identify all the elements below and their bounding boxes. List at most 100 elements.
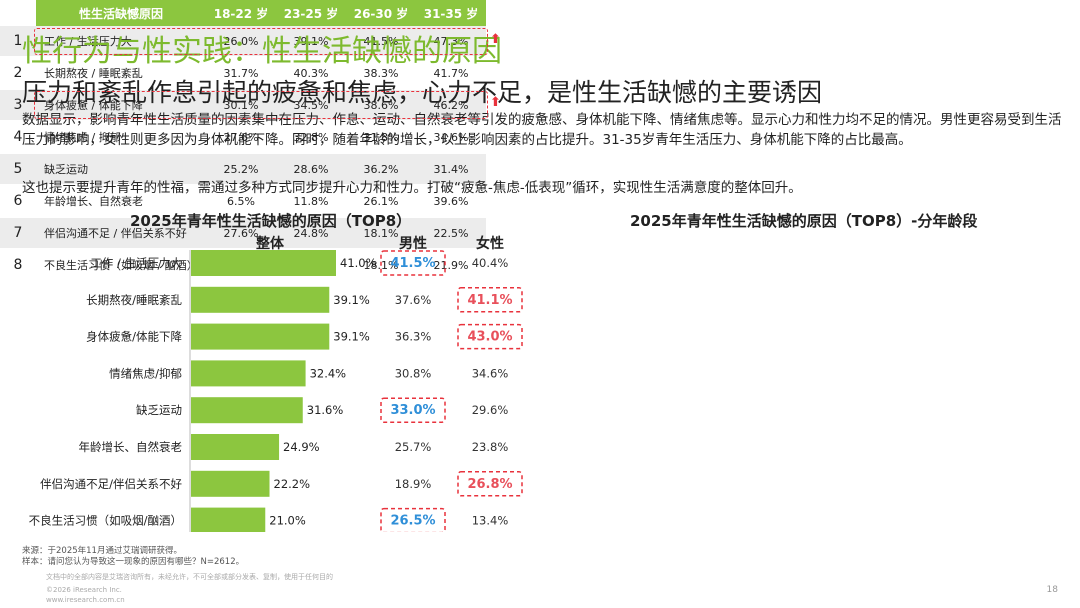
row-highlight-box [34, 28, 488, 55]
value-cell: 47.3% [416, 26, 486, 58]
male-value-label: 25.7% [395, 440, 432, 454]
male-value-label: 37.6% [395, 293, 432, 307]
overall-value-label: 24.9% [283, 440, 320, 454]
rank-cell: 5 [0, 153, 36, 186]
overall-bar [191, 360, 306, 387]
header-age-31-35: 31-35 岁 [416, 0, 486, 26]
table-row: 4 情绪焦虑 / 抑郁 27.6% 32.8% 31.8% 34.6% [0, 121, 486, 154]
value-cell: 36.2% [346, 153, 416, 186]
reason-cell: 伴侣沟通不足 / 伴侣关系不好 [36, 217, 206, 250]
female-highlight-box [457, 287, 523, 313]
value-cell: 46.2% [416, 89, 486, 122]
page-title: 性行为与性实践：性生活缺憾的原因 [22, 34, 502, 69]
value-cell: 34.5% [276, 89, 346, 122]
rank-cell: 2 [0, 57, 36, 90]
category-label: 伴侣沟通不足/伴侣关系不好 [40, 477, 182, 491]
table-row: 3 身体疲惫 / 体能下降 30.1% 34.5% 38.6% 46.2% [0, 89, 486, 122]
value-cell: 39.6% [416, 185, 486, 218]
rank-cell: 8 [0, 249, 36, 282]
copyright-note: 文档中的全部内容是艾瑞咨询所有，未经允许，不可全部或部分发表、复制，使用于任何目… [46, 573, 333, 581]
overall-value-label: 39.1% [333, 293, 370, 307]
male-value-label: 33.0% [390, 403, 435, 418]
header-age-18-22: 18-22 岁 [206, 0, 276, 26]
value-cell: 31.4% [416, 153, 486, 186]
header-reason: 性生活缺憾原因 [36, 0, 206, 26]
female-value-label: 29.6% [472, 403, 509, 417]
page-number: 18 [1046, 585, 1058, 595]
male-value-label: 26.5% [390, 514, 435, 529]
category-label: 缺乏运动 [136, 403, 182, 417]
value-cell: 39.1% [276, 26, 346, 58]
table-row: 2 长期熬夜 / 睡眠紊乱 31.7% 40.3% 38.3% 41.7% [0, 57, 486, 90]
overall-value-label: 31.6% [307, 403, 344, 417]
category-label: 长期熬夜/睡眠紊乱 [86, 293, 182, 307]
male-highlight-box [380, 397, 446, 423]
age-group-table: 性生活缺憾原因 18-22 岁 23-25 岁 26-30 岁 31-35 岁 … [0, 0, 486, 282]
overall-bar [191, 470, 270, 497]
value-cell: 41.5% [346, 26, 416, 58]
female-value-label: 40.4% [472, 256, 509, 270]
value-cell: 26.0% [206, 26, 276, 58]
overall-value-label: 22.2% [274, 477, 311, 491]
column-header-female: 女性 [476, 235, 504, 252]
overall-value-label: 32.4% [310, 366, 347, 380]
female-value-label: 43.0% [467, 330, 512, 345]
table-row: 1 工作 / 生活压力大 26.0% 39.1% 41.5% 47.3% [0, 26, 486, 58]
value-cell: 22.5% [416, 217, 486, 250]
value-cell: 32.8% [276, 121, 346, 154]
rank-header-cell [0, 0, 36, 26]
table-row: 7 伴侣沟通不足 / 伴侣关系不好 27.6% 24.8% 18.1% 22.5% [0, 217, 486, 250]
rank-cell: 6 [0, 185, 36, 218]
overall-bar [191, 434, 280, 460]
overall-value-label: 39.1% [333, 330, 370, 344]
left-chart-title: 2025年青年性生活缺憾的原因（TOP8） [130, 212, 412, 230]
male-highlight-box [380, 250, 446, 276]
value-cell: 26.1% [346, 185, 416, 218]
value-cell: 40.3% [276, 57, 346, 90]
male-value-label: 18.9% [395, 477, 432, 491]
rank-cell: 1 [0, 26, 36, 58]
value-cell: 21.9% [416, 249, 486, 282]
value-cell: 25.2% [206, 153, 276, 186]
reason-cell: 身体疲惫 / 体能下降 [36, 89, 206, 122]
overall-bar [191, 507, 266, 532]
category-label: 年龄增长、自然衰老 [79, 440, 183, 454]
female-value-label: 26.8% [467, 477, 512, 492]
page-subtitle: 压力和紊乱作息引起的疲惫和焦虑，心力不足，是性生活缺憾的主要诱因 [22, 78, 823, 107]
reason-cell: 情绪焦虑 / 抑郁 [36, 121, 206, 154]
category-label: 身体疲惫/体能下降 [86, 330, 182, 344]
reason-cell: 工作 / 生活压力大 [36, 26, 206, 58]
header-age-23-25: 23-25 岁 [276, 0, 346, 26]
header-age-26-30: 26-30 岁 [346, 0, 416, 26]
overall-bar [191, 397, 303, 424]
value-cell: 6.5% [206, 185, 276, 218]
table-row: 6 年龄增长、自然衰老 6.5% 11.8% 26.1% 39.6% [0, 185, 486, 218]
female-value-label: 34.6% [472, 366, 509, 380]
value-cell: 11.8% [276, 185, 346, 218]
table-row: 5 缺乏运动 25.2% 28.6% 36.2% 31.4% [0, 153, 486, 186]
value-cell: 24.8% [276, 217, 346, 250]
rank-cell: 3 [0, 89, 36, 122]
value-cell: 27.6% [206, 217, 276, 250]
female-highlight-box [457, 471, 523, 497]
website-text: www.iresearch.com.cn [46, 596, 125, 604]
column-header-male: 男性 [399, 235, 427, 252]
rank-cell: 4 [0, 121, 36, 154]
table-header-row: 性生活缺憾原因 18-22 岁 23-25 岁 26-30 岁 31-35 岁 [0, 0, 486, 26]
overall-value-label: 41.0% [340, 256, 377, 270]
female-highlight-box [457, 323, 523, 350]
reason-cell: 年龄增长、自然衰老 [36, 185, 206, 218]
sample-note: 样本：请问您认为导致这一现象的原因有哪些？N=2612。 [22, 557, 245, 567]
value-cell: 27.6% [206, 121, 276, 154]
overall-bar [191, 286, 330, 313]
up-arrow-icon: ⬆ [490, 32, 501, 47]
body-paragraph-1: 数据显示，影响青年性生活质量的因素集中在压力、作息、运动、自然衰老等引发的疲惫感… [22, 112, 1062, 148]
category-label: 情绪焦虑/抑郁 [109, 366, 182, 380]
reason-cell: 长期熬夜 / 睡眠紊乱 [36, 57, 206, 90]
male-value-label: 36.3% [395, 330, 432, 344]
rank-cell: 7 [0, 217, 36, 250]
female-value-label: 13.4% [472, 514, 509, 528]
overall-bar [191, 323, 330, 350]
value-cell: 41.7% [416, 57, 486, 90]
